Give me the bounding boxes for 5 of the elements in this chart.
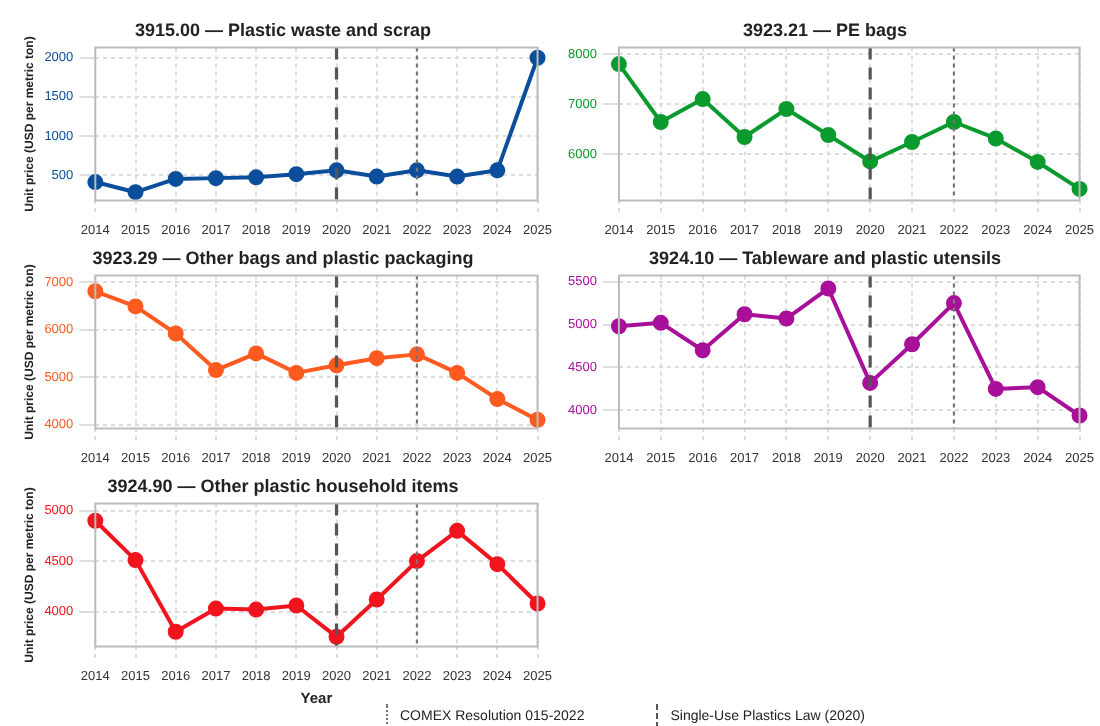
chart-title: 3924.10 — Tableware and plastic utensils [649,247,1001,268]
chart-title: 3915.00 — Plastic waste and scrap [134,19,433,40]
chart-title: 3923.21 — PE bags [742,19,908,40]
chart-title: 3924.90 — Other plastic household items [107,475,459,496]
chart-title: 3923.29 — Other bags and plastic packaging [92,247,474,268]
